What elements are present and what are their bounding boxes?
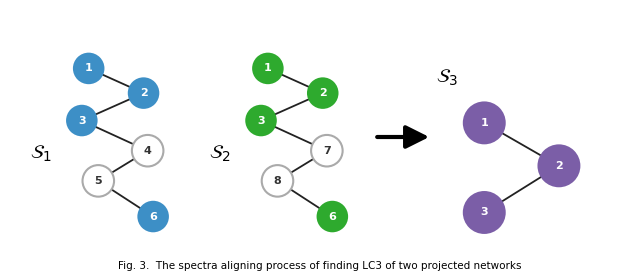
Circle shape — [138, 201, 169, 232]
Circle shape — [262, 165, 293, 197]
Circle shape — [252, 53, 284, 84]
Text: 8: 8 — [274, 176, 282, 186]
Text: 2: 2 — [319, 88, 326, 98]
Text: $\mathcal{S}_2$: $\mathcal{S}_2$ — [209, 143, 231, 164]
Circle shape — [132, 135, 163, 167]
Text: 6: 6 — [149, 212, 157, 222]
Text: 1: 1 — [264, 63, 272, 73]
Circle shape — [83, 165, 114, 197]
Circle shape — [73, 53, 104, 84]
Text: 2: 2 — [140, 88, 147, 98]
Circle shape — [463, 101, 506, 144]
Circle shape — [463, 191, 506, 234]
Text: 3: 3 — [257, 116, 265, 125]
Text: 2: 2 — [555, 161, 563, 171]
Text: $\mathcal{S}_1$: $\mathcal{S}_1$ — [29, 143, 52, 164]
Text: $\mathcal{S}_3$: $\mathcal{S}_3$ — [436, 68, 458, 88]
Text: 1: 1 — [85, 63, 93, 73]
Text: 4: 4 — [144, 146, 152, 156]
Text: 5: 5 — [95, 176, 102, 186]
Circle shape — [317, 201, 348, 232]
Text: 3: 3 — [481, 207, 488, 218]
Circle shape — [538, 144, 580, 187]
Circle shape — [245, 105, 276, 136]
Text: 3: 3 — [78, 116, 86, 125]
Circle shape — [307, 77, 339, 109]
Text: 7: 7 — [323, 146, 331, 156]
Circle shape — [311, 135, 342, 167]
Text: Fig. 3.  The spectra aligning process of finding LC3 of two projected networks: Fig. 3. The spectra aligning process of … — [118, 261, 522, 271]
Text: 1: 1 — [481, 118, 488, 128]
Text: 6: 6 — [328, 212, 336, 222]
Circle shape — [128, 77, 159, 109]
Circle shape — [66, 105, 97, 136]
